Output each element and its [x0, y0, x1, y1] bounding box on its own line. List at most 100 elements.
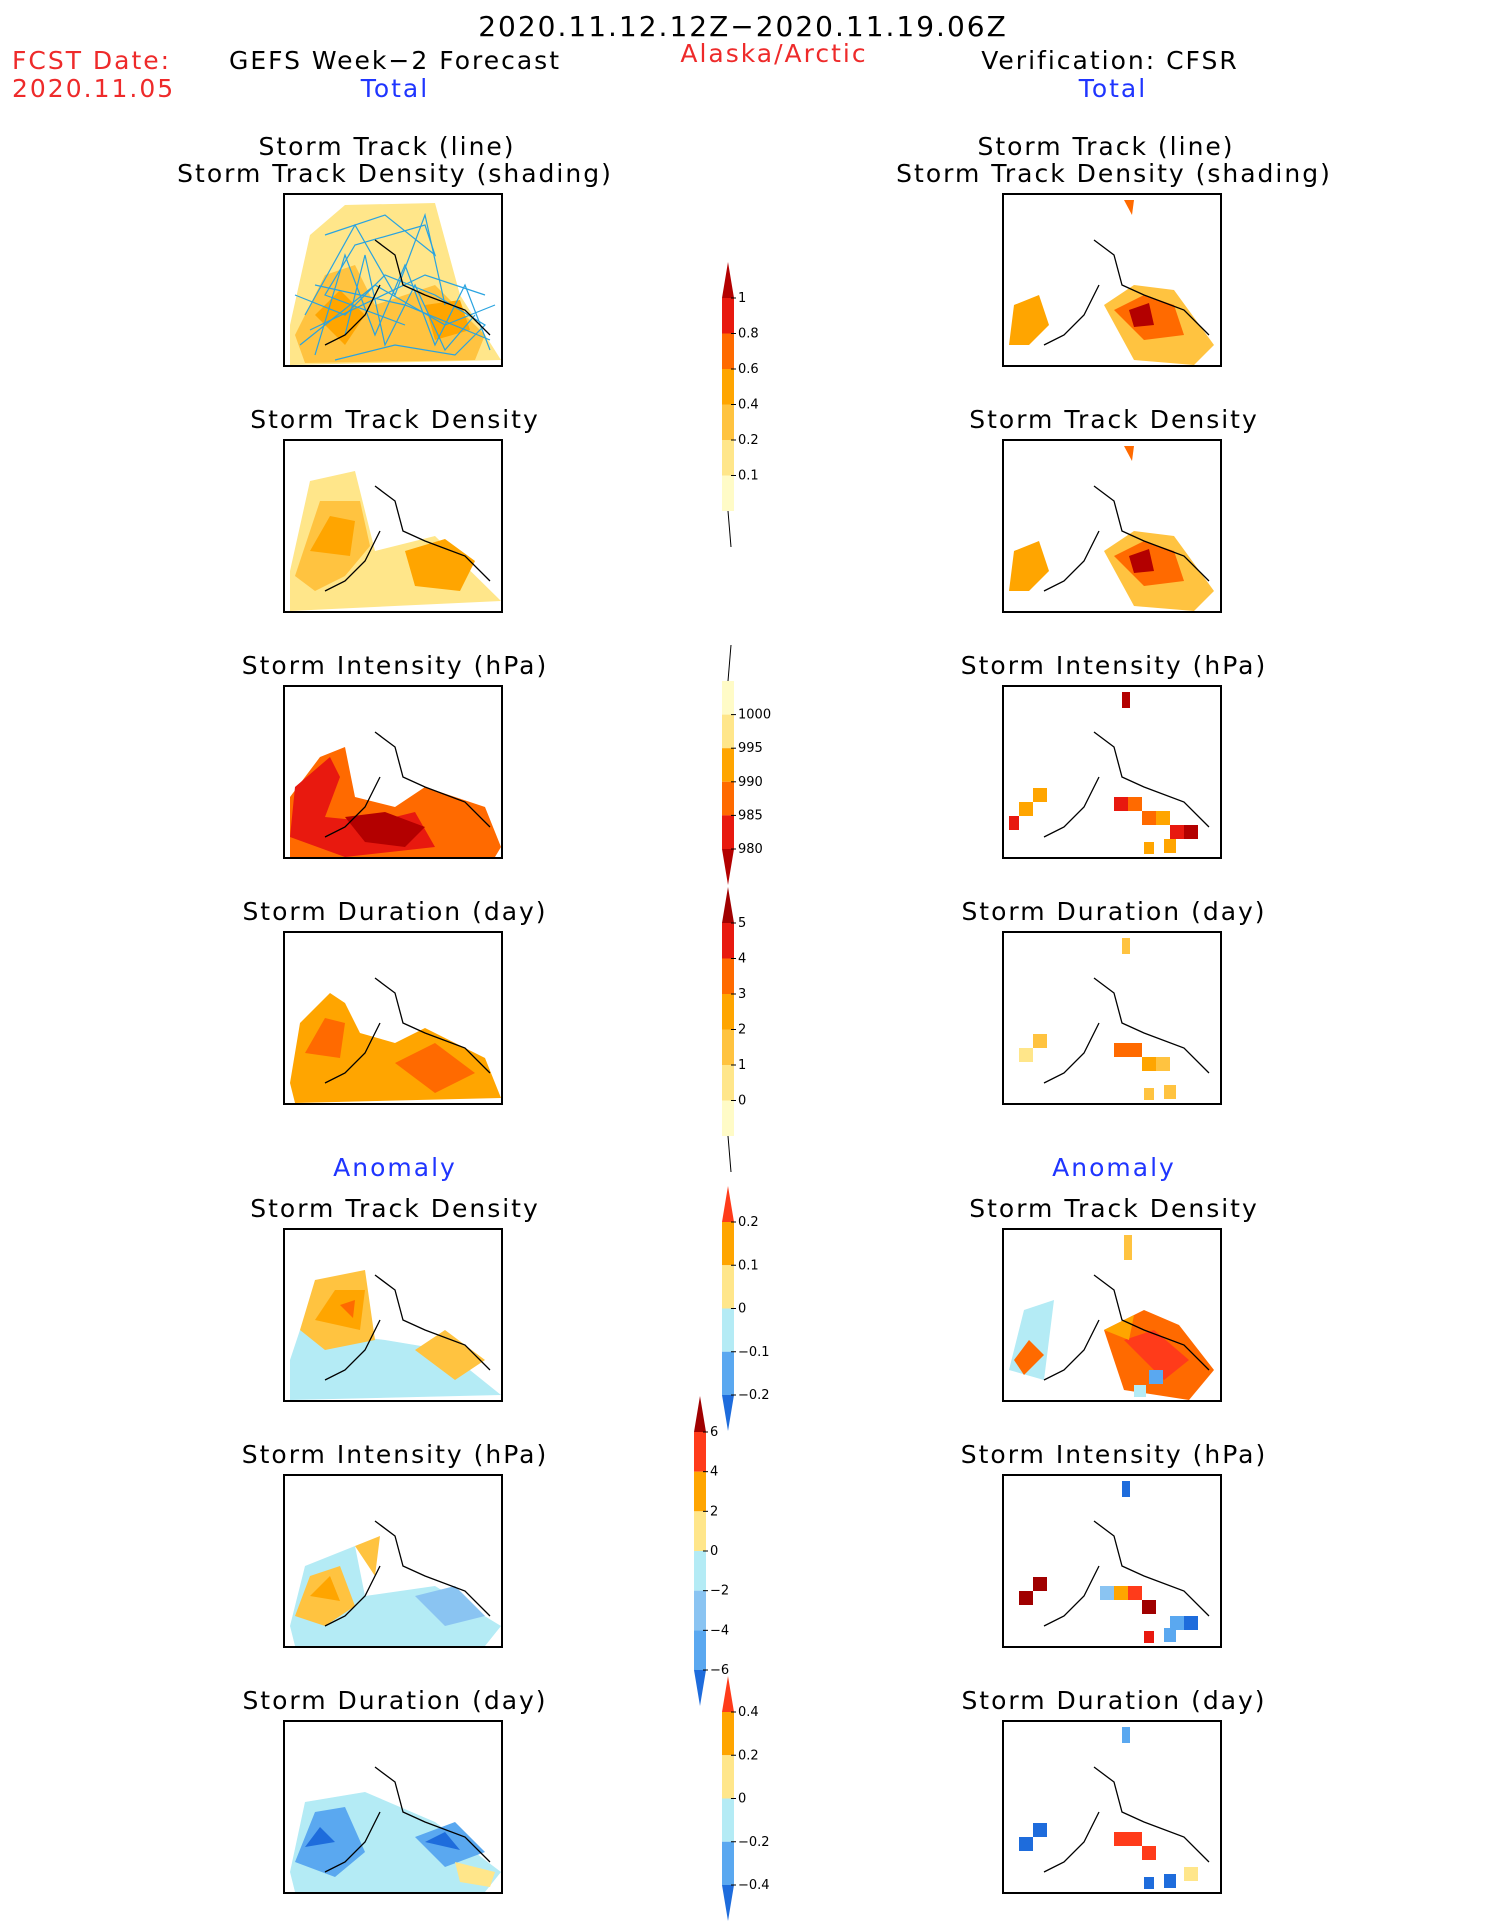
map-cfsr-intensity-anomaly [1002, 1474, 1222, 1648]
panel-title-anom-intensity-obs: Storm Intensity (hPa) [960, 1440, 1268, 1469]
map-cfsr-duration [1002, 931, 1222, 1105]
map-cfsr-duration-anomaly [1002, 1720, 1222, 1894]
colorbar-tick-label: 995 [738, 741, 763, 756]
colorbar-segment [694, 1471, 706, 1512]
colorbar-intensity-anomaly: 6 4 2 0 −2 −4 −6 [694, 1396, 729, 1706]
colorbar-tick-label: 0.2 [738, 1215, 759, 1230]
map-gefs-duration [283, 931, 503, 1105]
left-total-label: Total [360, 74, 430, 103]
colorbar-segment [722, 404, 734, 440]
colorbar-tick-label: −0.2 [738, 1835, 770, 1850]
colorbar-segment [722, 994, 734, 1030]
colorbar-tick-label: 2 [710, 1504, 718, 1519]
colorbar-segment [722, 815, 734, 849]
colorbar-tick-label: 0.6 [738, 362, 759, 377]
panel-title-anom-duration: Storm Duration (day) [242, 1686, 548, 1715]
colorbar-tick-label: 0 [738, 1302, 746, 1317]
colorbar-tick-label: 0.2 [738, 433, 759, 448]
map-gefs-intensity [283, 685, 503, 859]
colorbar-tick-label: 0.1 [738, 469, 759, 484]
colorbar-tick-label: 4 [710, 1465, 718, 1480]
colorbar-density: 1 0.8 0.6 0.4 0.2 0.1 [722, 262, 759, 547]
colorbar-tick-label: 990 [738, 775, 763, 790]
panel-title-track-line-obs: Storm Track (line) [977, 132, 1235, 161]
panel-title-duration: Storm Duration (day) [242, 897, 548, 926]
period-title: 2020.11.12.12Z−2020.11.19.06Z [478, 10, 1008, 43]
colorbar-segment [722, 1351, 734, 1395]
panel-title-intensity-obs: Storm Intensity (hPa) [960, 651, 1268, 680]
panel-title-anom-duration-obs: Storm Duration (day) [961, 1686, 1267, 1715]
region-title: Alaska/Arctic [680, 39, 868, 68]
colorbar-tick-label: 3 [738, 987, 746, 1002]
colorbar-top-arrow [722, 887, 734, 923]
map-cfsr-density-anomaly [1002, 1228, 1222, 1402]
colorbar-tick-label: −0.1 [738, 1345, 770, 1360]
colorbar-tick-label: −0.2 [738, 1388, 770, 1403]
colorbar-segment [722, 748, 734, 782]
right-total-label: Total [1078, 74, 1148, 103]
colorbar-segment [722, 1029, 734, 1065]
map-gefs-intensity-anomaly [283, 1474, 503, 1648]
colorbar-segment [722, 958, 734, 994]
colorbar-segment [722, 714, 734, 749]
colorbar-segment [722, 923, 734, 959]
colorbar-segment [722, 1265, 734, 1309]
colorbar-tick-label: 5 [738, 916, 746, 931]
colorbar-tick-label: 0.4 [738, 1705, 759, 1720]
colorbar-tick-label: 2 [738, 1023, 746, 1038]
map-gefs-track [283, 193, 503, 367]
colorbar-density-anomaly: 0.2 0.1 0 −0.1 −0.2 [722, 1186, 770, 1431]
colorbar-bottom-arrow [722, 849, 734, 885]
colorbar-segment [722, 781, 734, 816]
colorbar-segment [694, 1551, 706, 1591]
fcst-date-value: 2020.11.05 [12, 74, 176, 103]
colorbar-top-arrow [722, 262, 734, 298]
colorbar-tick-label: 1 [738, 1058, 746, 1073]
panel-title-anom-intensity: Storm Intensity (hPa) [241, 1440, 549, 1469]
colorbar-tick-label: 1000 [738, 708, 771, 723]
colorbar-top-arrow [694, 1396, 706, 1432]
colorbar-tick-label: −0.4 [738, 1878, 770, 1893]
panel-title-intensity: Storm Intensity (hPa) [241, 651, 549, 680]
colorbar-segment [722, 440, 734, 476]
colorbar-segment [722, 1712, 734, 1756]
map-cfsr-track [1002, 193, 1222, 367]
colorbar-top-arrow [722, 1676, 734, 1712]
colorbar-segment [722, 475, 734, 511]
colorbar-tick-label: 0.2 [738, 1748, 759, 1763]
colorbar-tick-label: 985 [738, 808, 763, 823]
fcst-date-label: FCST Date: [12, 46, 172, 75]
colorbar-duration-anomaly: 0.4 0.2 0 −0.2 −0.4 [722, 1676, 770, 1921]
panel-title-track-density-obs: Storm Track Density [969, 405, 1259, 434]
colorbar-segment [722, 1100, 734, 1136]
colorbar-tick-label: −6 [710, 1663, 729, 1678]
colorbar-segment [722, 1798, 734, 1842]
colorbar-tick-label: 0 [710, 1544, 718, 1559]
colorbar-segment [694, 1432, 706, 1472]
colorbar-segment [694, 1630, 706, 1670]
panel-title-track-density: Storm Track Density [250, 405, 540, 434]
map-gefs-duration-anomaly [283, 1720, 503, 1894]
panel-title-anom-density: Storm Track Density [250, 1194, 540, 1223]
colorbar-bottom-arrow [694, 1670, 706, 1706]
colorbar-tick-label: −2 [710, 1584, 729, 1599]
colorbar-tick-label: 0 [738, 1792, 746, 1807]
anomaly-label-right: Anomaly [1052, 1153, 1176, 1182]
colorbar-tick-label: 980 [738, 842, 763, 857]
colorbar-top-arrow [722, 1186, 734, 1222]
colorbar-tick-label: 0 [738, 1094, 746, 1109]
colorbar-bottom-line [727, 1135, 732, 1172]
colorbar-segment [694, 1511, 706, 1551]
colorbar-duration: 5 4 3 2 1 0 [722, 887, 746, 1172]
colorbar-bottom-arrow [722, 1395, 734, 1431]
map-cfsr-density [1002, 439, 1222, 613]
map-gefs-density-anomaly [283, 1228, 503, 1402]
panel-title-anom-density-obs: Storm Track Density [969, 1194, 1259, 1223]
map-gefs-density [283, 439, 503, 613]
colorbar-segment [722, 681, 734, 715]
colorbar-segment [722, 369, 734, 405]
anomaly-label-left: Anomaly [333, 1153, 457, 1182]
colorbar-tick-label: 0.4 [738, 398, 759, 413]
colorbar-top-line [727, 645, 732, 682]
panel-title-track-density-shading-obs: Storm Track Density (shading) [896, 159, 1332, 188]
